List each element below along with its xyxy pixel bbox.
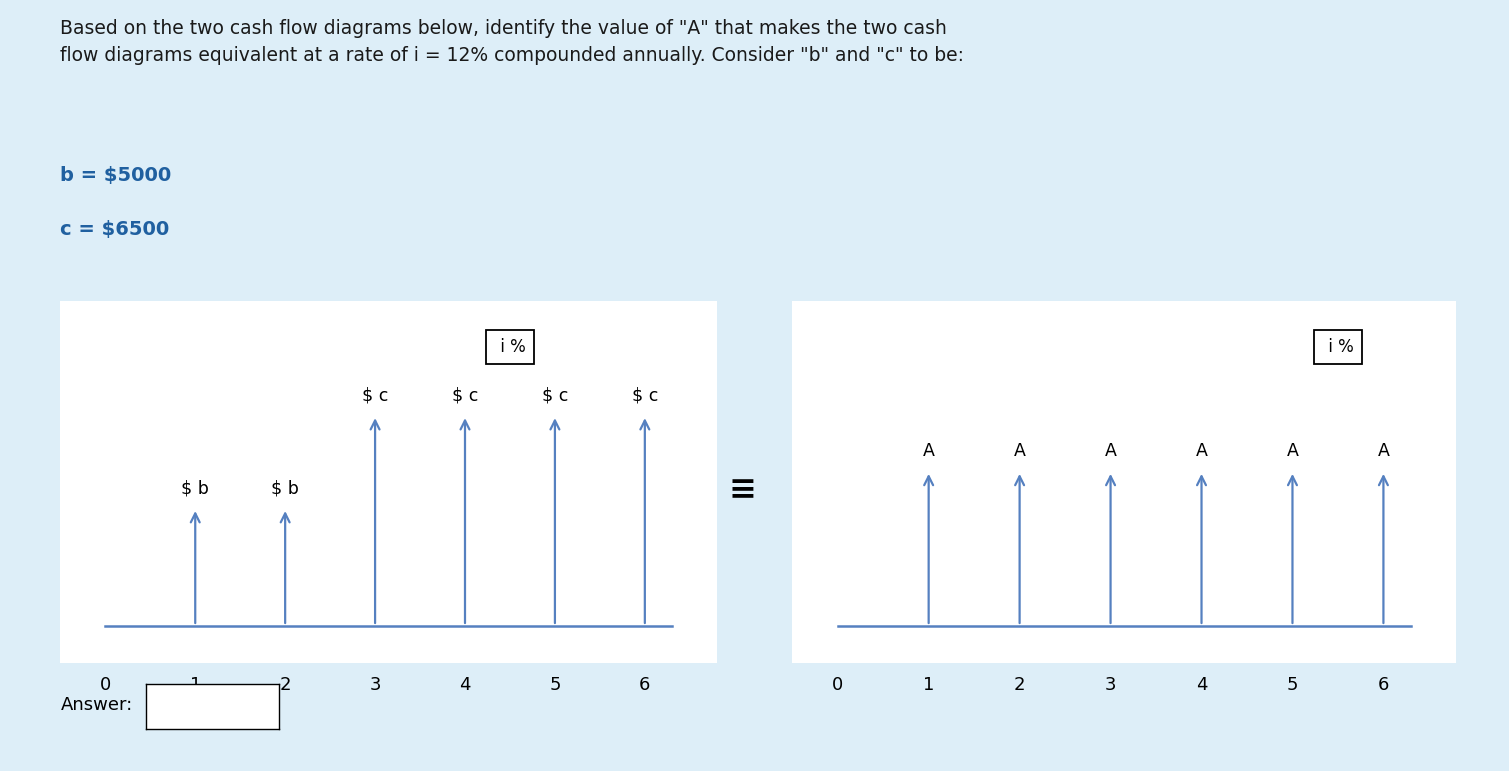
Text: i %: i % xyxy=(495,338,525,356)
Text: i %: i % xyxy=(1322,338,1354,356)
Text: $ b: $ b xyxy=(181,480,210,497)
Text: $ c: $ c xyxy=(542,386,567,405)
Text: ≡: ≡ xyxy=(729,473,756,506)
Text: A: A xyxy=(1378,443,1390,460)
Text: Answer:: Answer: xyxy=(60,696,133,715)
Text: A: A xyxy=(922,443,934,460)
Text: $ c: $ c xyxy=(362,386,388,405)
Text: A: A xyxy=(1105,443,1117,460)
Text: c = $6500: c = $6500 xyxy=(60,220,169,239)
Text: A: A xyxy=(1195,443,1207,460)
Text: $ b: $ b xyxy=(272,480,299,497)
Text: Based on the two cash flow diagrams below, identify the value of "A" that makes : Based on the two cash flow diagrams belo… xyxy=(60,19,964,65)
Text: A: A xyxy=(1287,443,1298,460)
Text: $ c: $ c xyxy=(632,386,658,405)
Text: A: A xyxy=(1014,443,1026,460)
Text: b = $5000: b = $5000 xyxy=(60,166,172,185)
Text: $ c: $ c xyxy=(451,386,478,405)
